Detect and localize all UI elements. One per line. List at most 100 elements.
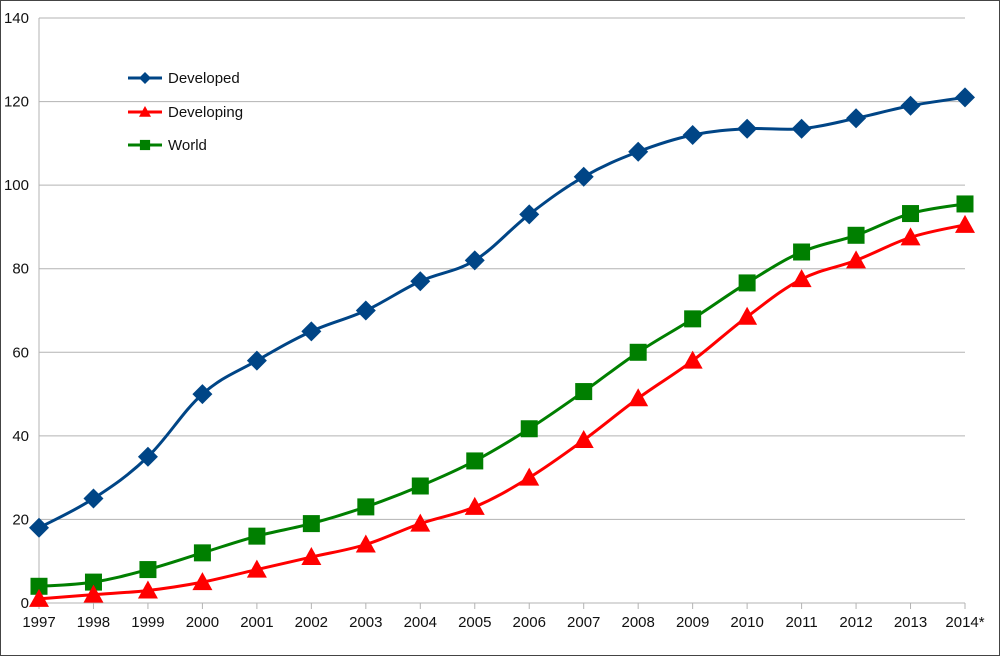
series-world bbox=[30, 195, 974, 595]
data-point-world bbox=[738, 274, 756, 292]
legend-marker-developed bbox=[139, 72, 151, 84]
data-point-developing bbox=[573, 430, 594, 449]
data-point-developing bbox=[955, 214, 975, 233]
data-point-world bbox=[411, 477, 429, 495]
data-point-developing bbox=[519, 467, 540, 486]
x-tick-label: 1998 bbox=[77, 614, 110, 631]
y-tick-label: 140 bbox=[4, 10, 29, 27]
data-point-developing bbox=[791, 269, 812, 288]
x-tick-label: 1997 bbox=[22, 614, 55, 631]
y-tick-label: 120 bbox=[4, 94, 29, 111]
data-point-developed bbox=[83, 488, 104, 509]
y-tick-label: 60 bbox=[12, 344, 29, 361]
legend-label-developed: Developed bbox=[168, 70, 240, 87]
data-point-developed bbox=[955, 87, 975, 108]
data-point-developing bbox=[29, 588, 49, 607]
x-tick-label: 2011 bbox=[785, 614, 817, 631]
x-tick-label: 2003 bbox=[349, 614, 382, 631]
legend-label-developing: Developing bbox=[168, 104, 243, 121]
y-tick-label: 80 bbox=[12, 261, 29, 278]
series-line-world bbox=[38, 202, 966, 588]
data-point-world bbox=[248, 527, 266, 545]
data-point-developing bbox=[846, 250, 867, 269]
legend: Developed Developing World bbox=[128, 70, 243, 154]
data-point-developed bbox=[355, 300, 376, 321]
x-tick-label: 2001 bbox=[240, 614, 273, 631]
x-tick-label: 2005 bbox=[458, 614, 491, 631]
legend-item-world: World bbox=[128, 137, 207, 154]
x-tick-label: 2006 bbox=[513, 614, 546, 631]
data-point-developed bbox=[519, 204, 540, 225]
data-point-world bbox=[139, 561, 157, 579]
data-point-developing bbox=[682, 350, 703, 369]
legend-marker-developing bbox=[139, 106, 151, 117]
legend-label-world: World bbox=[168, 137, 207, 154]
x-tick-label: 2013 bbox=[894, 614, 927, 631]
data-point-developed bbox=[29, 517, 49, 538]
data-point-developed bbox=[900, 95, 921, 116]
data-point-world bbox=[193, 544, 211, 562]
data-point-developing bbox=[628, 388, 649, 407]
data-point-developing bbox=[137, 580, 158, 599]
data-point-developed bbox=[137, 446, 158, 467]
x-tick-label: 1999 bbox=[131, 614, 164, 631]
axes: 0 20 40 60 80 100 120 140 1997 1998 1999 2000 2001 20… bbox=[4, 10, 985, 631]
x-tick-label: 2002 bbox=[295, 614, 328, 631]
data-point-developing bbox=[900, 227, 921, 246]
data-point-world bbox=[84, 573, 102, 591]
data-point-developing bbox=[192, 572, 213, 591]
data-point-developing bbox=[737, 306, 758, 325]
data-point-developing bbox=[355, 534, 376, 553]
x-tick-label: 2007 bbox=[567, 614, 600, 631]
x-tick-label: 2010 bbox=[730, 614, 763, 631]
legend-item-developed: Developed bbox=[128, 70, 240, 87]
data-point-developed bbox=[464, 250, 485, 271]
x-tick-label: 2009 bbox=[676, 614, 709, 631]
data-point-developed bbox=[301, 321, 322, 342]
data-point-developing bbox=[83, 584, 104, 603]
data-point-world bbox=[684, 310, 702, 328]
legend-item-developing: Developing bbox=[128, 104, 243, 121]
data-point-world bbox=[575, 383, 593, 401]
data-point-developing bbox=[464, 496, 485, 515]
data-point-developed bbox=[246, 350, 267, 371]
data-point-developing bbox=[410, 513, 431, 532]
data-point-world bbox=[30, 577, 48, 595]
series-developed bbox=[29, 87, 975, 538]
series-line-developing bbox=[38, 223, 966, 601]
data-point-world bbox=[956, 195, 974, 213]
grid-lines bbox=[39, 17, 965, 520]
data-point-world bbox=[520, 420, 538, 438]
data-point-developed bbox=[573, 166, 594, 187]
x-tick-label: 2008 bbox=[621, 614, 654, 631]
data-point-world bbox=[902, 205, 920, 223]
data-point-world bbox=[357, 498, 375, 516]
y-tick-label: 40 bbox=[12, 428, 29, 445]
data-point-developed bbox=[628, 141, 649, 162]
data-point-developed bbox=[846, 108, 867, 129]
data-point-developed bbox=[410, 271, 431, 292]
legend-marker-world bbox=[139, 139, 151, 151]
data-point-developed bbox=[791, 118, 812, 139]
y-tick-label: 20 bbox=[12, 511, 29, 528]
x-tick-label: 2004 bbox=[404, 614, 437, 631]
data-point-world bbox=[793, 243, 811, 261]
x-tick-label: 2000 bbox=[186, 614, 219, 631]
data-point-world bbox=[629, 343, 647, 361]
data-point-developed bbox=[192, 384, 213, 405]
x-tick-label: 2014* bbox=[945, 614, 984, 631]
series-developing bbox=[29, 214, 975, 607]
data-point-world bbox=[466, 452, 484, 470]
data-point-developed bbox=[682, 125, 703, 145]
y-tick-label: 0 bbox=[21, 595, 29, 612]
data-point-world bbox=[302, 515, 320, 533]
series-line-developed bbox=[38, 95, 966, 530]
series-layer bbox=[29, 87, 975, 607]
x-tick-label: 2012 bbox=[839, 614, 872, 631]
y-tick-label: 100 bbox=[4, 177, 29, 194]
data-point-developed bbox=[737, 118, 758, 139]
data-point-developing bbox=[301, 547, 322, 566]
data-point-world bbox=[847, 226, 865, 244]
